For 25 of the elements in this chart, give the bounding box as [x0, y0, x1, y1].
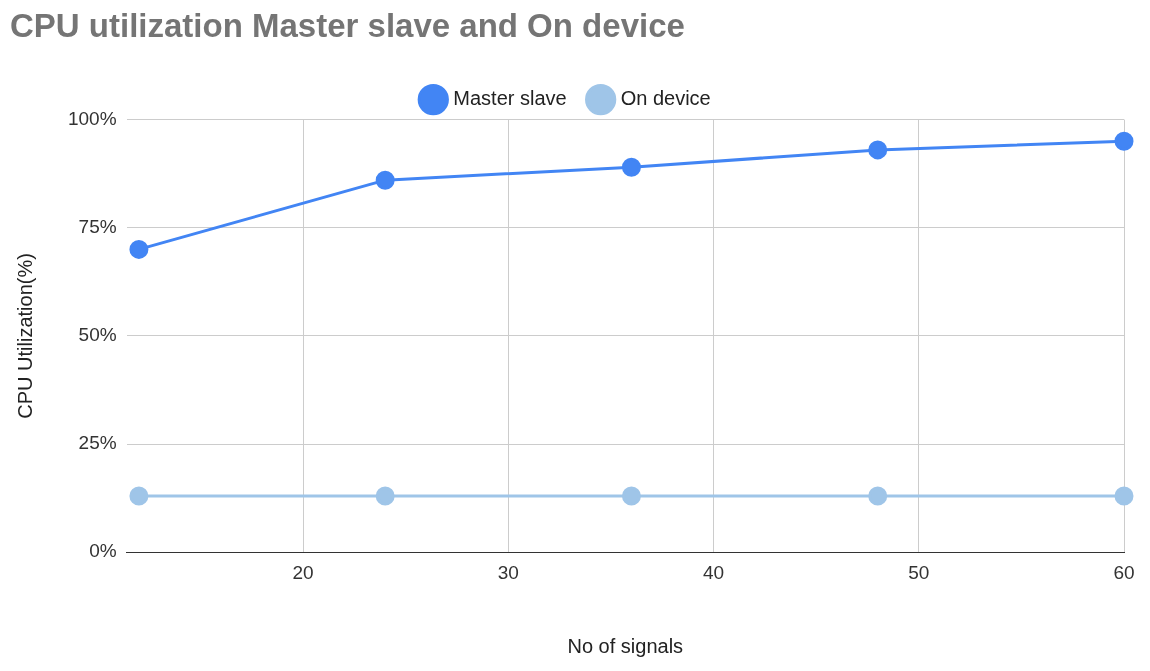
y-axis-title: CPU Utilization(%) — [13, 253, 36, 419]
y-tick-label: 0% — [89, 540, 117, 562]
point — [1114, 131, 1134, 151]
point — [1114, 486, 1134, 506]
point — [129, 239, 149, 259]
x-tick-label: 40 — [702, 561, 725, 583]
x-tick-label: 60 — [1113, 561, 1135, 583]
x-tick-label: 30 — [497, 561, 519, 583]
y-tick-label: 25% — [78, 432, 117, 454]
x-axis-title: No of signals — [567, 634, 684, 657]
x-tick-label: 50 — [908, 561, 930, 583]
y-tick-label: 50% — [78, 324, 117, 346]
point — [868, 140, 888, 160]
y-tick-label: 75% — [78, 215, 117, 237]
point — [621, 486, 641, 506]
y-tick-label: 100% — [67, 107, 117, 129]
point — [868, 486, 888, 506]
x-tick-label: 20 — [292, 561, 314, 583]
chart-title: CPU utilization Master slave and On device — [10, 6, 685, 44]
legend-label: Master slave — [453, 87, 567, 110]
point — [375, 486, 395, 506]
legend-label: On device — [620, 87, 711, 110]
point — [621, 157, 641, 177]
point — [375, 170, 395, 190]
point — [129, 486, 149, 506]
